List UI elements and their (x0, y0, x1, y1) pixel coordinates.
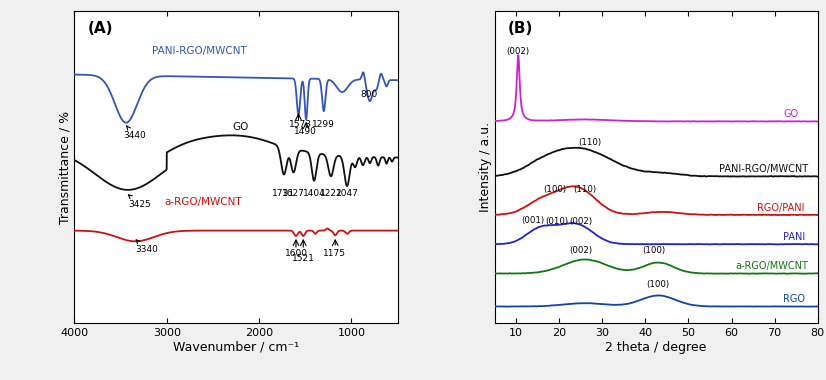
Text: (110): (110) (577, 138, 601, 147)
Text: (100): (100) (647, 280, 670, 290)
Text: 3440: 3440 (123, 126, 145, 140)
Text: 1404: 1404 (302, 189, 325, 198)
Text: 1573: 1573 (288, 120, 311, 130)
Text: PANI-RGO/MWCNT: PANI-RGO/MWCNT (152, 46, 246, 56)
Text: 1299: 1299 (312, 120, 335, 130)
Text: 1175: 1175 (323, 249, 346, 258)
Text: (002): (002) (569, 217, 592, 226)
Text: GO: GO (232, 122, 249, 131)
X-axis label: Wavenumber / cm⁻¹: Wavenumber / cm⁻¹ (173, 340, 299, 354)
Text: (B): (B) (507, 21, 533, 36)
Text: 1490: 1490 (294, 127, 317, 136)
Y-axis label: Transmittance / %: Transmittance / % (59, 111, 72, 224)
Text: RGO/PANI: RGO/PANI (757, 203, 805, 213)
Text: 1521: 1521 (292, 254, 315, 263)
Text: 3425: 3425 (128, 195, 151, 209)
Text: 3340: 3340 (135, 240, 158, 254)
Text: 1627: 1627 (282, 189, 305, 198)
Text: a-RGO/MWCNT: a-RGO/MWCNT (736, 261, 809, 271)
Text: (100): (100) (643, 246, 666, 255)
X-axis label: 2 theta / degree: 2 theta / degree (605, 340, 707, 354)
Text: 1222: 1222 (320, 189, 342, 198)
Text: GO: GO (783, 109, 799, 119)
Text: (010): (010) (545, 217, 568, 226)
Text: (A): (A) (88, 21, 113, 36)
Text: (002): (002) (506, 47, 529, 55)
Y-axis label: Intensity / a.u.: Intensity / a.u. (479, 122, 491, 212)
Text: RGO: RGO (783, 294, 805, 304)
Text: PANI-RGO/MWCNT: PANI-RGO/MWCNT (719, 164, 808, 174)
Text: 1731: 1731 (273, 189, 296, 198)
Text: (001): (001) (522, 215, 545, 225)
Text: a-RGO/MWCNT: a-RGO/MWCNT (165, 197, 243, 207)
Text: (002): (002) (569, 246, 592, 255)
Text: 1047: 1047 (335, 189, 358, 198)
Text: 800: 800 (360, 90, 377, 99)
Text: (110): (110) (573, 185, 596, 194)
Text: PANI: PANI (783, 232, 805, 242)
Text: 1600: 1600 (286, 249, 308, 258)
Text: (100): (100) (544, 185, 567, 194)
